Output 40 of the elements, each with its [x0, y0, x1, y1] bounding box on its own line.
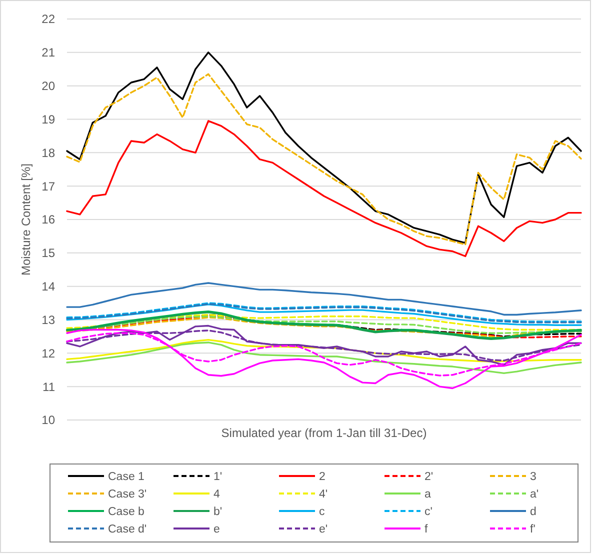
y-tick-label: 10 [42, 413, 56, 428]
y-tick-label: 14 [42, 280, 56, 294]
line-series [66, 282, 582, 316]
y-tick-label: 17 [42, 179, 56, 194]
line-series [66, 342, 582, 374]
legend-label: e [214, 524, 220, 536]
legend-label: d [530, 506, 536, 518]
legend-label: f' [530, 524, 536, 536]
x-axis-title: Simulated year (from 1-Jan till 31-Dec) [221, 426, 427, 440]
y-tick-label: 11 [42, 380, 56, 394]
legend-label: c' [424, 506, 432, 518]
y-tick-label: 12 [42, 346, 56, 360]
line-series [66, 328, 582, 390]
line-series [66, 120, 582, 258]
legend-label: b' [214, 506, 222, 518]
legend-label: Case 3' [108, 488, 147, 501]
y-tick-label: 22 [42, 12, 56, 26]
y-tick-label: 15 [42, 246, 56, 260]
line-series [66, 338, 582, 362]
legend-label: a' [530, 488, 539, 501]
legend-label: 4 [214, 488, 220, 501]
y-tick-label: 21 [42, 46, 56, 60]
legend-label: Case b [108, 506, 144, 518]
legend-label: Case 1 [108, 471, 144, 484]
y-tick-label: 19 [42, 112, 56, 126]
legend-label: f [424, 524, 428, 536]
y-axis-title: Moisture Content [%] [19, 163, 33, 276]
legend-label: 1' [214, 471, 222, 484]
legend-label: 3 [530, 471, 536, 484]
legend-label: c [319, 506, 325, 518]
legend-label: 2 [319, 471, 326, 484]
legend-label: e' [319, 524, 328, 536]
legend-label: 4' [319, 488, 328, 501]
y-tick-label: 18 [42, 146, 56, 160]
legend-label: 2' [424, 471, 434, 484]
y-tick-label: 16 [42, 212, 56, 227]
legend-label: a [424, 488, 432, 501]
legend-label: Case d' [108, 524, 147, 536]
y-tick-label: 20 [42, 79, 56, 94]
y-tick-label: 13 [42, 312, 56, 327]
